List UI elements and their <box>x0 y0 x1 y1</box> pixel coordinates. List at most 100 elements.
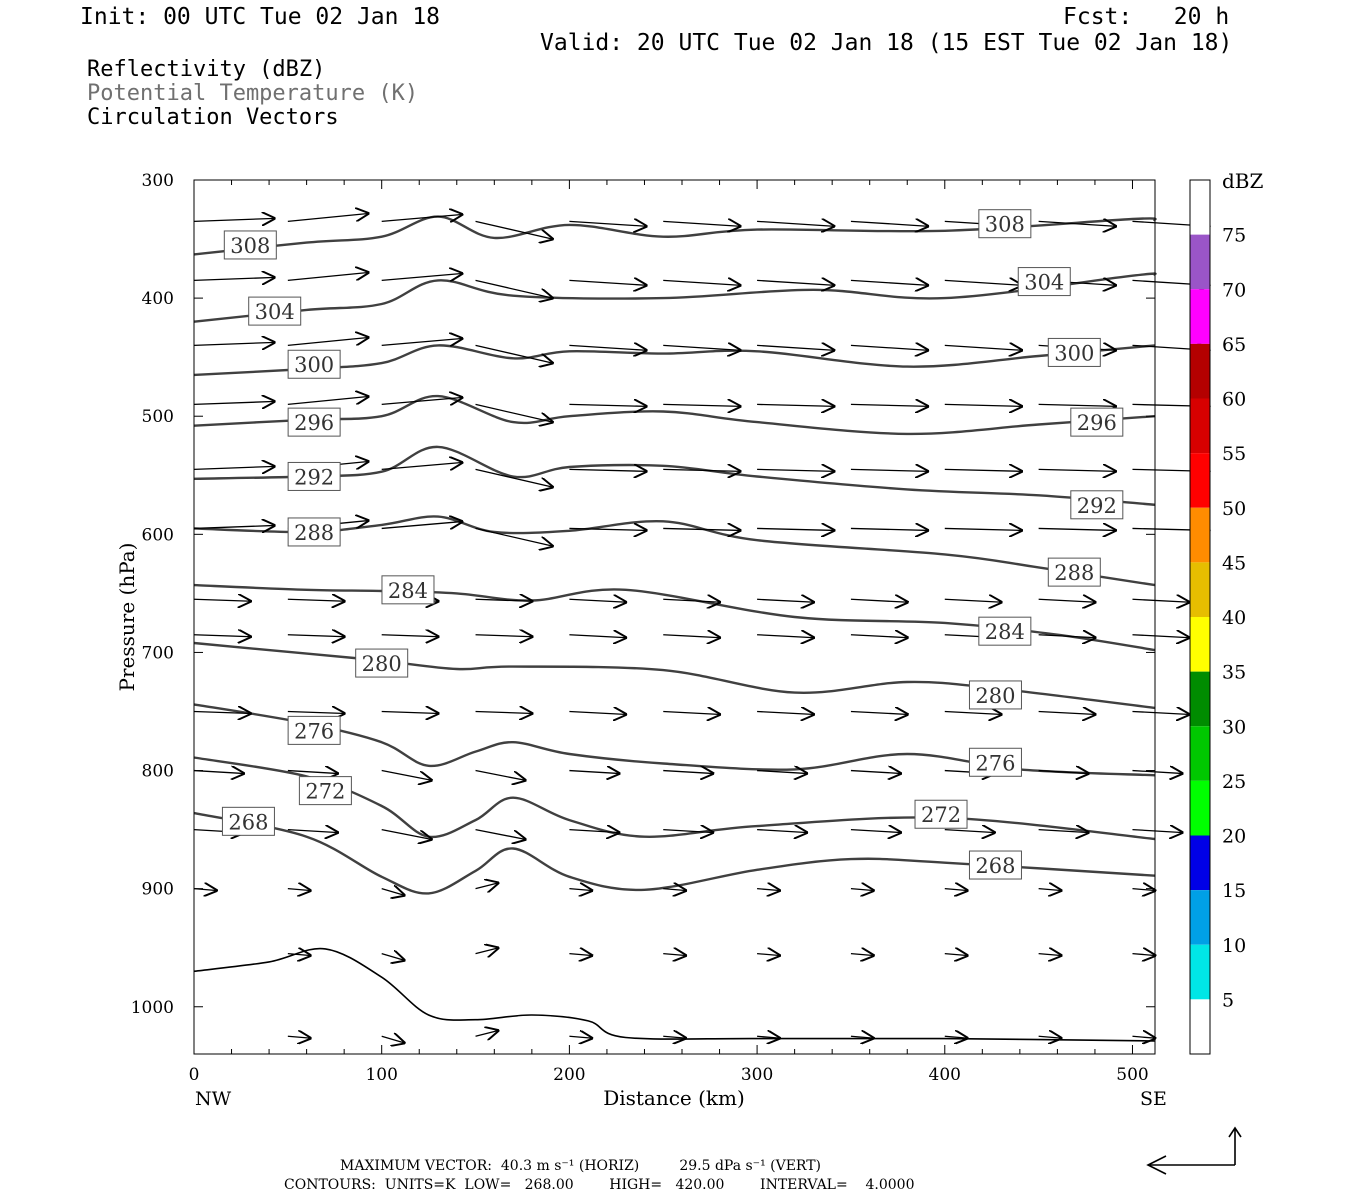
terrain-line <box>193 947 1156 1042</box>
y-tick-label: 400 <box>142 289 174 309</box>
wind-vector <box>1132 599 1190 602</box>
contour-label-box <box>287 715 341 745</box>
wind-vector <box>663 889 687 891</box>
colorbar-segment <box>1190 398 1210 454</box>
colorbar-level-label: 45 <box>1222 552 1246 574</box>
wind-vector <box>287 396 370 406</box>
wind-vector <box>569 221 647 226</box>
wind-vector <box>757 280 835 285</box>
valid-time: Valid: 20 UTC Tue 02 Jan 18 (15 EST Tue … <box>540 30 1233 56</box>
axes: 0 100 200 300 400 500 300 400 500 600 700 800 900 100… <box>131 171 1155 1085</box>
wind-vector <box>381 521 464 528</box>
wind-vector <box>475 711 534 713</box>
x-tick-label: 300 <box>741 1065 773 1085</box>
wind-vector <box>569 954 593 956</box>
colorbar-segment <box>1190 289 1210 344</box>
colorbar-segment <box>1190 234 1210 290</box>
wind-vector <box>1038 221 1117 226</box>
wind-vector <box>193 635 252 637</box>
colorbar-unit: dBZ <box>1222 169 1264 193</box>
contour-label-268: 268 <box>975 854 1015 878</box>
wind-vector <box>850 599 909 602</box>
contour-label-272: 272 <box>921 803 961 827</box>
x-tick-label: 100 <box>365 1065 397 1085</box>
wind-vector <box>287 711 346 713</box>
contour-label-292: 292 <box>294 465 334 489</box>
x-end-label-nw: NW <box>195 1088 232 1110</box>
wind-vector <box>287 272 370 282</box>
wind-vector <box>850 221 929 226</box>
wind-vector <box>475 635 534 637</box>
wind-vector <box>1038 635 1097 638</box>
wind-vector <box>287 954 312 956</box>
wind-vector <box>287 1036 312 1038</box>
wind-vector <box>1132 1036 1156 1038</box>
wind-vector <box>663 771 714 774</box>
wind-vector <box>663 221 741 226</box>
contour-label-box <box>287 407 341 437</box>
colorbar-segment <box>1190 944 1210 1000</box>
wind-vector <box>663 404 741 406</box>
wind-vector <box>287 830 339 833</box>
contour-label-292: 292 <box>1077 494 1117 518</box>
wind-vector <box>944 711 1003 714</box>
contour-label-300: 300 <box>294 353 334 377</box>
wind-vector <box>663 469 741 471</box>
wind-vector <box>944 1036 969 1038</box>
wind-vector <box>757 889 781 891</box>
wind-vector <box>475 1030 500 1036</box>
colorbar-segment <box>1190 343 1210 399</box>
wind-vector <box>381 214 464 221</box>
wind-vector <box>757 345 835 350</box>
y-tick-label: 500 <box>142 407 174 427</box>
wind-vector <box>850 889 875 891</box>
wind-vector <box>381 769 433 781</box>
colorbar-level-label: 35 <box>1222 662 1246 684</box>
isentrope-268 <box>193 811 1156 895</box>
circulation-vectors <box>193 213 1211 1043</box>
x-tick-label: 400 <box>929 1065 961 1085</box>
wind-vector <box>475 344 554 363</box>
wind-vector <box>569 599 627 602</box>
wind-vector <box>193 401 276 404</box>
wind-vector <box>193 711 252 713</box>
contour-label-276: 276 <box>975 751 1015 775</box>
contour-label-272: 272 <box>305 780 345 804</box>
wind-vector <box>850 830 902 833</box>
wind-vector <box>850 954 875 956</box>
wind-vector <box>1038 599 1097 602</box>
contour-label-box <box>221 806 275 836</box>
wind-vector <box>1038 469 1117 471</box>
wind-vector <box>850 771 902 774</box>
wind-vector <box>850 1036 875 1038</box>
max-vector-note: MAXIMUM VECTOR: 40.3 m s⁻¹ (HORIZ) 29.5 … <box>340 1158 822 1174</box>
wind-vector <box>663 711 721 714</box>
contour-label-box <box>248 296 302 326</box>
contour-label-box <box>355 648 409 678</box>
x-end-label-se: SE <box>1140 1088 1167 1110</box>
wind-vector <box>381 889 406 896</box>
x-tick-label: 0 <box>189 1065 200 1085</box>
wind-vector <box>475 527 554 546</box>
colorbar-level-label: 25 <box>1222 771 1246 793</box>
wind-vector <box>757 404 835 406</box>
contour-label-box <box>381 575 435 605</box>
wind-vector <box>193 277 276 280</box>
colorbar-segment <box>1190 507 1210 563</box>
wind-vector <box>944 528 1023 530</box>
contour-label-276: 276 <box>294 719 334 743</box>
contour-label-box <box>298 776 352 806</box>
wind-vector <box>381 954 406 961</box>
init-time: Init: 00 UTC Tue 02 Jan 18 <box>80 4 441 30</box>
contour-label-268: 268 <box>228 810 268 834</box>
wind-vector <box>757 221 835 226</box>
colorbar-segment <box>1190 671 1210 727</box>
contour-label-box <box>914 799 968 829</box>
wind-vector <box>1038 771 1090 774</box>
colorbar-segment <box>1190 453 1210 508</box>
colorbar-segment <box>1190 999 1210 1054</box>
colorbar-level-label: 55 <box>1222 443 1246 465</box>
wind-vector <box>569 771 620 774</box>
x-axis-label: Distance (km) <box>603 1086 745 1110</box>
